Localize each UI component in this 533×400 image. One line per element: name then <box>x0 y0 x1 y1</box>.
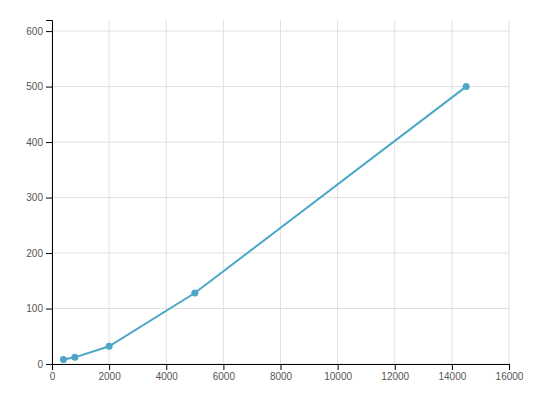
grid-line-y <box>52 308 509 309</box>
y-axis-tick: 0 <box>37 359 52 370</box>
x-axis: 0 2000 4000 6000 8000 10000 12000 14000 16000 <box>50 364 524 382</box>
point <box>60 356 67 363</box>
x-axis-tick: 4000 <box>156 364 179 382</box>
grid-line-x <box>509 20 510 364</box>
x-axis-tick-label: 10000 <box>324 371 352 382</box>
y-axis-tick-mark <box>46 253 52 254</box>
y-axis: 0 100 200 300 400 500 600 <box>26 21 52 370</box>
chart: 0 2000 4000 6000 8000 10000 12000 14000 16000 0 10… <box>0 0 533 400</box>
grid-line-x <box>280 20 281 364</box>
y-axis-tick-label: 200 <box>26 248 43 259</box>
y-axis-tick-mark <box>46 364 52 365</box>
x-axis-tick-mark <box>223 364 224 370</box>
y-axis-tick-mark <box>46 142 52 143</box>
grid <box>52 20 509 364</box>
x-axis-tick-mark <box>395 364 396 370</box>
grid-line-y <box>52 197 509 198</box>
y-axis-tick-mark <box>46 198 52 199</box>
x-axis-tick-mark <box>509 364 510 370</box>
x-axis-tick-label: 6000 <box>213 371 236 382</box>
grid-line-x <box>451 20 452 364</box>
x-axis-tick: 2000 <box>99 364 122 382</box>
point <box>71 354 78 361</box>
grid-line-y <box>52 253 509 254</box>
x-axis-tick: 10000 <box>324 364 352 382</box>
x-axis-tick: 16000 <box>496 364 524 382</box>
y-axis-tick-label: 600 <box>26 26 43 37</box>
y-axis-tick-mark <box>46 309 52 310</box>
point <box>463 83 470 90</box>
x-axis-tick: 6000 <box>213 364 236 382</box>
y-axis-tick: 100 <box>26 303 52 314</box>
y-axis-tick: 200 <box>26 248 52 259</box>
y-axis-tick-mark <box>46 87 52 88</box>
y-axis-tick-label: 500 <box>26 81 43 92</box>
x-axis-tick-mark <box>338 364 339 370</box>
grid-line-y <box>52 31 509 32</box>
plot: 0 2000 4000 6000 8000 10000 12000 14000 16000 0 10… <box>26 20 524 382</box>
y-axis-tick-label: 400 <box>26 137 43 148</box>
x-axis-tick: 8000 <box>270 364 293 382</box>
y-axis-tick: 300 <box>26 192 52 203</box>
x-axis-tick-mark <box>166 364 167 370</box>
x-axis-tick-mark <box>281 364 282 370</box>
y-axis-tick-mark <box>46 31 52 32</box>
y-axis-tick: 600 <box>26 26 52 37</box>
grid-line-x <box>166 20 167 364</box>
x-axis-tick-label: 2000 <box>99 371 122 382</box>
x-axis-tick-label: 12000 <box>381 371 409 382</box>
x-axis-line <box>53 365 510 371</box>
x-axis-tick-label: 8000 <box>270 371 293 382</box>
x-axis-tick-label: 14000 <box>438 371 466 382</box>
x-axis-tick-label: 4000 <box>156 371 179 382</box>
grid-line-x <box>337 20 338 364</box>
grid-line-y <box>52 142 509 143</box>
point <box>106 343 113 350</box>
point <box>191 289 198 296</box>
x-axis-tick: 0 <box>50 364 56 382</box>
x-axis-tick-label: 16000 <box>496 371 524 382</box>
x-axis-tick-mark <box>452 364 453 370</box>
grid-line-x <box>394 20 395 364</box>
y-axis-line <box>46 21 53 365</box>
x-axis-tick-label: 0 <box>50 371 56 382</box>
y-axis-tick-label: 300 <box>26 192 43 203</box>
x-axis-tick-mark <box>109 364 110 370</box>
y-axis-tick-label: 100 <box>26 303 43 314</box>
line <box>63 87 466 360</box>
y-axis-tick-label: 0 <box>37 359 43 370</box>
marks <box>60 83 470 363</box>
grid-line-y <box>52 86 509 87</box>
y-axis-tick: 400 <box>26 137 52 148</box>
x-axis-tick: 12000 <box>381 364 409 382</box>
grid-line-x <box>109 20 110 364</box>
grid-line-x <box>223 20 224 364</box>
x-axis-tick: 14000 <box>438 364 466 382</box>
y-axis-tick: 500 <box>26 81 52 92</box>
